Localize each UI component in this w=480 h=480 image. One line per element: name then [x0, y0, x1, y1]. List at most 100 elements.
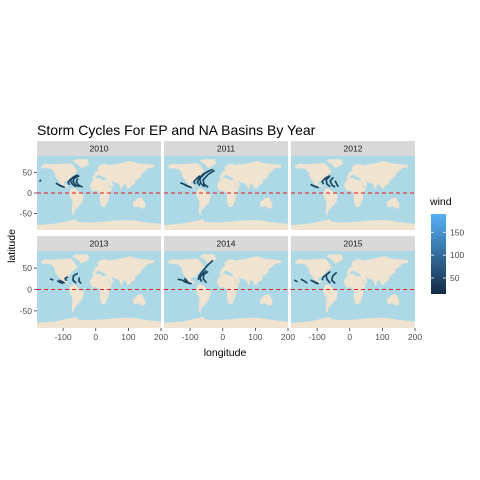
- storm-track: [330, 271, 338, 285]
- x-axis-title: longitude: [204, 347, 247, 359]
- land-shape: [92, 160, 155, 190]
- x-tick-label: 0: [220, 332, 225, 342]
- x-tick-label: -100: [309, 332, 326, 342]
- storm-track: [64, 276, 69, 282]
- storm-track: [199, 269, 207, 283]
- map-layer: [37, 254, 161, 328]
- storm-track: [310, 184, 319, 189]
- storm-track: [202, 169, 216, 188]
- storm-track: [199, 168, 214, 188]
- facet-strip-label: 2014: [217, 239, 236, 249]
- facet-panel: 2011: [164, 141, 288, 230]
- land-shape: [69, 188, 85, 216]
- land-shape: [259, 294, 273, 306]
- chart-title: Storm Cycles For EP and NA Basins By Yea…: [37, 122, 316, 138]
- land-shape: [37, 316, 161, 328]
- y-tick-label: 0: [27, 188, 32, 198]
- x-tick-label: 0: [347, 332, 352, 342]
- land-shape: [69, 284, 85, 313]
- facet-panel: 2012: [291, 141, 415, 230]
- storm-track: [58, 184, 65, 188]
- storm-track: [49, 278, 54, 281]
- facet-strip: [291, 236, 415, 251]
- land-shape: [291, 219, 415, 230]
- storm-track: [321, 174, 331, 185]
- land-shape: [72, 159, 90, 169]
- storm-track: [325, 176, 331, 188]
- x-tick-label: -100: [55, 332, 72, 342]
- map-layer: [291, 159, 415, 230]
- land-shape: [326, 159, 344, 169]
- land-shape: [72, 254, 90, 264]
- facet-panel: 2014 -100 0 100 200: [164, 236, 295, 342]
- land-shape: [92, 256, 155, 287]
- land-shape: [294, 258, 332, 287]
- facet-strip: [37, 236, 161, 251]
- land-shape: [196, 188, 212, 216]
- land-shape: [40, 258, 78, 287]
- land-shape: [164, 316, 288, 328]
- storm-track: [38, 179, 42, 182]
- x-tick-label: 0: [93, 332, 98, 342]
- land-shape: [37, 219, 161, 230]
- x-tick-label: 200: [281, 332, 295, 342]
- land-shape: [386, 197, 400, 209]
- storm-track: [72, 174, 80, 188]
- land-shape: [219, 160, 282, 190]
- storm-track: [321, 272, 329, 281]
- facet-panel: 2010 -50 0 50: [20, 141, 161, 230]
- storm-track: [300, 278, 308, 284]
- land-shape: [294, 163, 332, 190]
- x-tick-label: 100: [121, 332, 135, 342]
- land-shape: [346, 160, 409, 190]
- facet-panel: 2015 -100 0 100 200: [291, 236, 422, 342]
- x-tick-label: 100: [248, 332, 262, 342]
- y-tick-label: 0: [27, 285, 32, 295]
- facet-strip-label: 2015: [344, 239, 363, 249]
- storm-track: [75, 178, 84, 188]
- facet-strip: [164, 141, 288, 156]
- y-tick-label: -50: [20, 209, 33, 219]
- facet-strip: [164, 236, 288, 251]
- facet-strip: [291, 141, 415, 156]
- land-shape: [217, 273, 240, 304]
- facet-strip-label: 2011: [217, 144, 236, 154]
- legend-title: wind: [429, 196, 452, 208]
- land-shape: [132, 197, 146, 209]
- land-shape: [217, 177, 240, 207]
- legend-tick-label: 100: [450, 250, 464, 260]
- land-shape: [291, 316, 415, 328]
- storm-track: [184, 184, 193, 189]
- land-shape: [323, 188, 339, 216]
- storm-track: [58, 279, 66, 284]
- land-shape: [346, 256, 409, 287]
- legend-tick-label: 50: [450, 273, 460, 283]
- map-layer: [164, 159, 288, 230]
- land-shape: [386, 294, 400, 306]
- x-tick-label: 100: [375, 332, 389, 342]
- y-tick-label: 50: [23, 167, 33, 177]
- storm-track: [311, 280, 320, 285]
- land-shape: [196, 284, 212, 313]
- legend-tick-label: 150: [450, 227, 464, 237]
- storm-track: [293, 279, 298, 283]
- land-shape: [90, 177, 113, 207]
- land-shape: [167, 163, 205, 190]
- storm-track: [193, 175, 201, 185]
- y-tick-label: -50: [20, 306, 33, 316]
- land-shape: [323, 284, 339, 313]
- land-shape: [40, 163, 78, 190]
- map-layer: [164, 254, 288, 328]
- land-shape: [132, 294, 146, 306]
- facet-strip-label: 2010: [90, 144, 109, 154]
- map-layer: [37, 159, 161, 230]
- storm-track: [197, 259, 214, 281]
- land-shape: [167, 258, 205, 287]
- land-shape: [219, 256, 282, 287]
- storm-track: [78, 277, 82, 285]
- facet-strip-label: 2012: [344, 144, 363, 154]
- land-shape: [344, 273, 367, 304]
- map-layer: [291, 254, 415, 328]
